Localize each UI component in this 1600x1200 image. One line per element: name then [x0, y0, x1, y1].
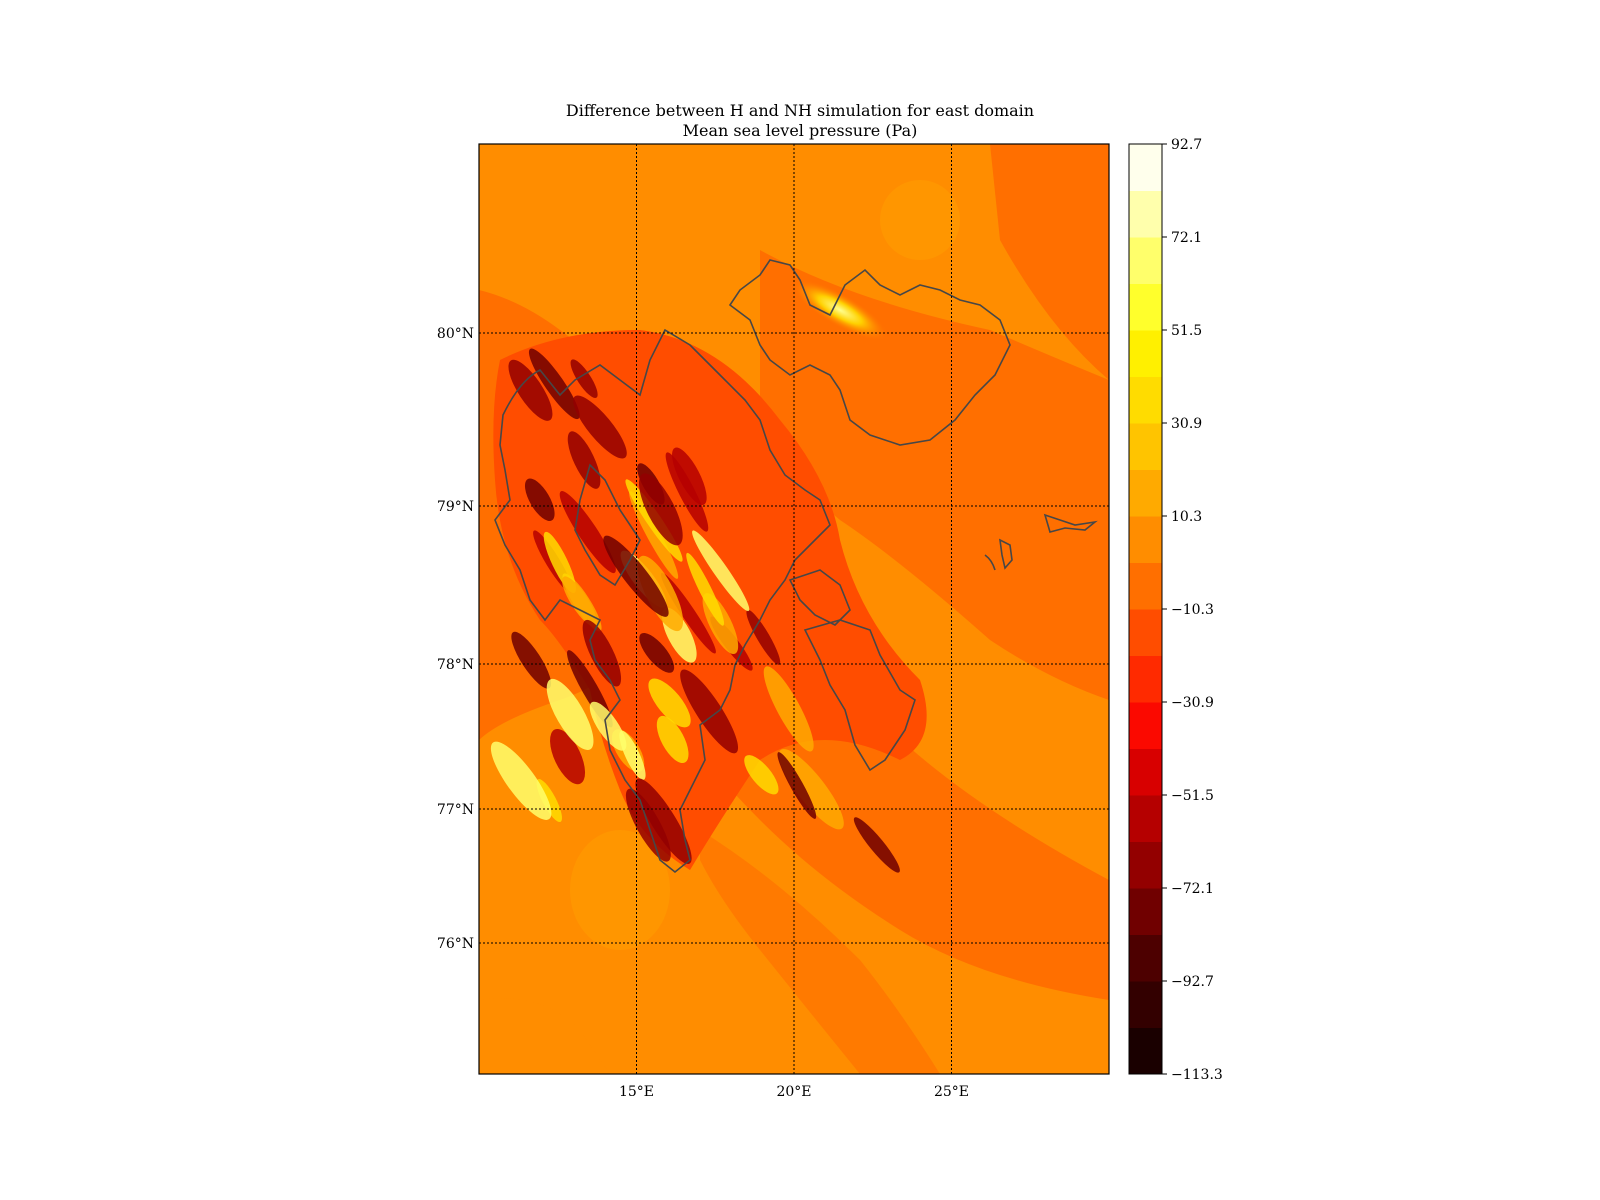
colorbar-tick-label: −92.7 [1171, 974, 1214, 990]
colorbar-tick-label: −72.1 [1171, 881, 1214, 897]
coastline-islet [999, 538, 1013, 570]
colorbar-tick-label: 51.5 [1171, 323, 1202, 339]
coastline-barentsoya [788, 569, 851, 626]
colorbar-tick-label: 10.3 [1171, 509, 1202, 525]
field-patch [880, 180, 960, 260]
field-low-streak [665, 452, 709, 532]
coastline-kvitoya [1043, 513, 1098, 533]
colorbar-level [1129, 190, 1162, 238]
colorbar: 92.7 72.1 51.5 30.9 10.3 −10.3 −30.9 −51.5 −72.1… [1128, 137, 1223, 1083]
field-low-streak [635, 778, 692, 864]
colorbar-level [1129, 841, 1162, 889]
coastline-spitsbergen [494, 328, 831, 874]
field-low-streak [746, 609, 781, 665]
field-patch [760, 250, 1109, 700]
field-low-streak [508, 359, 553, 421]
coastline-hopen [984, 554, 996, 571]
field-low-streak [524, 478, 555, 522]
field-patch [479, 998, 610, 1074]
coastlines [494, 259, 1098, 874]
map-frame [478, 143, 1110, 1075]
colorbar-level [1129, 1027, 1162, 1075]
colorbar-level [1129, 423, 1162, 470]
field-low-streak [559, 491, 616, 574]
field-patch [700, 830, 940, 1074]
colorbar-level [1129, 283, 1162, 331]
colorbar-level [1129, 516, 1162, 563]
colorbar-level [1129, 237, 1162, 284]
colorbar-tick-label: 72.1 [1171, 230, 1202, 246]
field-high-streak [686, 552, 725, 626]
field-high-streak [490, 741, 552, 820]
field-low-streak [639, 632, 675, 673]
colorbar-tick-label: −113.3 [1171, 1067, 1223, 1083]
coastline-edgeoya [803, 619, 916, 772]
colorbar-level [1129, 609, 1162, 656]
map-subtitle: Mean sea level pressure (Pa) [682, 121, 918, 140]
longitude-label: 15°E [619, 1084, 654, 1100]
latitude-label: 80°N [437, 326, 474, 342]
colorbar-tick-label: −30.9 [1171, 695, 1214, 711]
field-low-streak [570, 359, 598, 399]
field-high-streak [692, 530, 750, 612]
pressure-field [479, 144, 1109, 1074]
colorbar-level [1129, 562, 1162, 610]
latitude-labels: 80°N 79°N 78°N 77°N 76°N [437, 326, 474, 952]
colorbar-level [1129, 469, 1162, 517]
field-high-streak [744, 755, 779, 795]
longitude-labels: 15°E 20°E 25°E [619, 1084, 969, 1100]
colorbar-level [1129, 795, 1162, 842]
latitude-label: 78°N [437, 657, 474, 673]
colorbar-level [1129, 376, 1162, 424]
colorbar-level [1129, 655, 1162, 703]
field-low-streak [528, 348, 580, 420]
field-low-streak [573, 395, 627, 459]
colorbar-level [1129, 748, 1162, 796]
field-low-streak [672, 447, 707, 506]
field-low-streak [853, 817, 900, 873]
coastline-nordaustlandet [728, 259, 1011, 446]
coastline-inner-fjord [574, 463, 641, 587]
field-patch [570, 830, 670, 950]
longitude-label: 20°E [776, 1084, 811, 1100]
latitude-label: 76°N [437, 936, 474, 952]
field-high-streak [648, 678, 691, 728]
colorbar-level [1129, 934, 1162, 982]
map-title: Difference between H and NH simulation f… [565, 101, 1035, 120]
latitude-label: 79°N [437, 499, 474, 515]
colorbar-level [1129, 981, 1162, 1028]
colorbar-tick-label: −51.5 [1171, 788, 1214, 804]
field-low-streak [777, 752, 817, 819]
colorbar-level [1129, 144, 1162, 191]
field-low-streak [550, 728, 586, 785]
field-patch [990, 144, 1109, 380]
field-low-streak [638, 473, 683, 546]
colorbar-level [1129, 330, 1162, 377]
field-low-streak [511, 631, 552, 689]
field-high-streak [656, 715, 689, 764]
field-hotspot [791, 279, 889, 341]
colorbar-level [1129, 702, 1162, 749]
longitude-label: 25°E [934, 1084, 969, 1100]
field-high-streak [546, 678, 594, 751]
colorbar-level [1129, 888, 1162, 935]
latitude-label: 77°N [437, 802, 474, 818]
graticule [479, 144, 1109, 1074]
field-low-streak [567, 431, 601, 489]
field-high-streak [763, 666, 814, 752]
field-low-streak [603, 535, 669, 617]
field-high-streak [589, 701, 627, 751]
colorbar-tick-label: −10.3 [1171, 602, 1214, 618]
field-low-streak [680, 669, 739, 754]
colorbar-tick-label: 92.7 [1171, 137, 1202, 153]
colorbar-tick-label: 30.9 [1171, 416, 1202, 432]
